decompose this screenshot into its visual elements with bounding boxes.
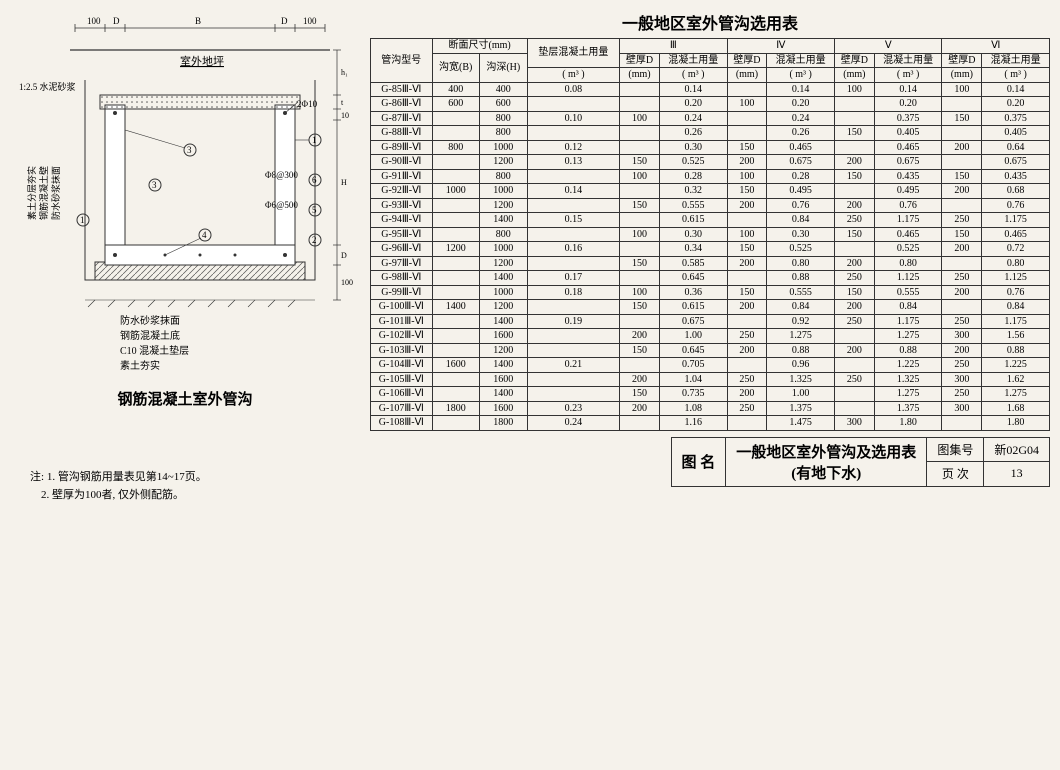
label-mortar: 1:2.5 水泥砂浆: [19, 81, 76, 92]
table-row: G-103Ⅲ-Ⅵ12001500.6452000.882000.882000.8…: [371, 343, 1050, 358]
svg-text:3: 3: [152, 180, 157, 190]
svg-text:D: D: [341, 251, 347, 260]
legend-item: 素土夯实: [120, 359, 360, 374]
table-row: G-98Ⅲ-Ⅵ14000.170.6450.882501.1252501.125: [371, 271, 1050, 286]
svg-text:100: 100: [303, 16, 317, 26]
legend-item: 钢筋混凝土底: [120, 329, 360, 344]
left-panel: 100 D B D 100 室外地坪: [10, 10, 360, 504]
svg-text:100: 100: [341, 278, 353, 287]
label-outdoor-ground: 室外地坪: [180, 54, 224, 68]
svg-text:1: 1: [80, 215, 85, 225]
footer-fig-label: 图 名: [671, 437, 726, 486]
svg-text:t: t: [341, 98, 344, 107]
table-row: G-93Ⅲ-Ⅵ12001500.5552000.762000.760.76: [371, 198, 1050, 213]
svg-text:Φ6@500: Φ6@500: [265, 200, 298, 210]
table-row: G-92Ⅲ-Ⅵ100010000.140.321500.4950.4952000…: [371, 184, 1050, 199]
table-row: G-107Ⅲ-Ⅵ180016000.232001.082501.3751.375…: [371, 401, 1050, 416]
table-row: G-96Ⅲ-Ⅵ120010000.160.341500.5250.5252000…: [371, 242, 1050, 257]
right-panel: 一般地区室外管沟选用表 管沟型号 断面尺寸(mm) 垫层混凝土用量 Ⅲ Ⅳ Ⅴ …: [370, 10, 1050, 504]
legend: 防水砂浆抹面 钢筋混凝土底 C10 混凝土垫层 素土夯实: [120, 314, 360, 374]
table-row: G-88Ⅲ-Ⅵ8000.260.261500.4050.405: [371, 126, 1050, 141]
footer-fig-title: 一般地区室外管沟及选用表 (有地下水): [726, 437, 927, 486]
svg-text:10: 10: [341, 111, 349, 120]
table-row: G-108Ⅲ-Ⅵ18000.241.161.4753001.801.80: [371, 416, 1050, 431]
svg-text:钢筋混凝土壁: 钢筋混凝土壁: [38, 166, 49, 220]
table-row: G-100Ⅲ-Ⅵ140012001500.6152000.842000.840.…: [371, 300, 1050, 315]
svg-text:H: H: [341, 178, 347, 187]
table-row: G-94Ⅲ-Ⅵ14000.150.6150.842501.1752501.175: [371, 213, 1050, 228]
table-row: G-86Ⅲ-Ⅵ6006000.201000.200.200.20: [371, 97, 1050, 112]
svg-text:D: D: [281, 16, 288, 26]
table-row: G-102Ⅲ-Ⅵ16002001.002501.2751.2753001.56: [371, 329, 1050, 344]
svg-text:4: 4: [202, 230, 207, 240]
svg-text:素土分层夯实: 素土分层夯实: [26, 166, 37, 220]
svg-text:防水砂浆抹面: 防水砂浆抹面: [50, 166, 61, 220]
section-diagram: 100 D B D 100 室外地坪: [15, 10, 355, 310]
table-row: G-105Ⅲ-Ⅵ16002001.042501.3252501.3253001.…: [371, 372, 1050, 387]
footer: 图 名 一般地区室外管沟及选用表 (有地下水) 图集号 新02G04 页 次 1…: [370, 437, 1050, 487]
table-row: G-97Ⅲ-Ⅵ12001500.5852000.802000.800.80: [371, 256, 1050, 271]
table-row: G-95Ⅲ-Ⅵ8001000.301000.301500.4651500.465: [371, 227, 1050, 242]
notes: 注: 1. 管沟钢筋用量表见第14~17页。 2. 壁厚为100者, 仅外侧配筋…: [10, 469, 360, 504]
svg-text:B: B: [195, 16, 201, 26]
legend-item: C10 混凝土垫层: [120, 344, 360, 359]
table-row: G-101Ⅲ-Ⅵ14000.190.6750.922501.1752501.17…: [371, 314, 1050, 329]
th-model: 管沟型号: [371, 39, 433, 83]
label-top-rebar: 2Φ10: [297, 99, 318, 109]
table-row: G-90Ⅲ-Ⅵ12000.131500.5252000.6752000.6750…: [371, 155, 1050, 170]
svg-text:Φ8@300: Φ8@300: [265, 170, 298, 180]
page-title: 一般地区室外管沟选用表: [370, 10, 1050, 34]
table-row: G-85Ⅲ-Ⅵ4004000.080.140.141000.141000.14: [371, 82, 1050, 97]
svg-text:5: 5: [312, 205, 317, 215]
legend-item: 防水砂浆抹面: [120, 314, 360, 329]
table-row: G-106Ⅲ-Ⅵ14001500.7352001.001.2752501.275: [371, 387, 1050, 402]
selection-table: 管沟型号 断面尺寸(mm) 垫层混凝土用量 Ⅲ Ⅳ Ⅴ Ⅵ 沟宽(B) 沟深(H…: [370, 38, 1050, 431]
table-row: G-87Ⅲ-Ⅵ8000.101000.240.240.3751500.375: [371, 111, 1050, 126]
table-row: G-91Ⅲ-Ⅵ8001000.281000.281500.4351500.435: [371, 169, 1050, 184]
dim-100-left: 100: [87, 16, 101, 26]
svg-text:h₁: h₁: [341, 68, 348, 77]
diagram-caption: 钢筋混凝土室外管沟: [10, 388, 360, 409]
svg-text:2: 2: [312, 235, 317, 245]
table-row: G-104Ⅲ-Ⅵ160014000.210.7050.961.2252501.2…: [371, 358, 1050, 373]
table-row: G-99Ⅲ-Ⅵ10000.181000.361500.5551500.55520…: [371, 285, 1050, 300]
svg-text:1: 1: [312, 135, 317, 145]
svg-text:3: 3: [187, 145, 192, 155]
table-row: G-89Ⅲ-Ⅵ80010000.120.301500.4650.4652000.…: [371, 140, 1050, 155]
svg-text:D: D: [113, 16, 120, 26]
svg-text:6: 6: [312, 175, 317, 185]
